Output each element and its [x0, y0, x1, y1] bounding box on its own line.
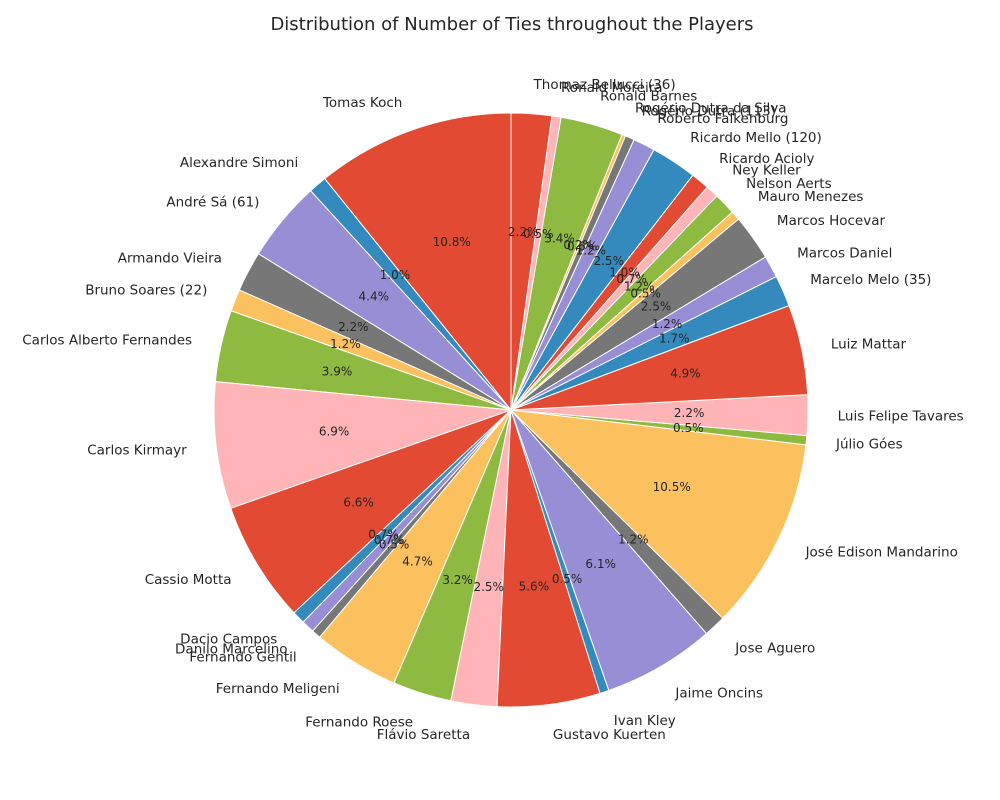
slice-percent-label: 3.4% — [544, 232, 575, 246]
slice-percent-label: 2.5% — [473, 580, 504, 594]
pie-slice — [213, 381, 512, 509]
slice-label: Fernando Roese — [305, 715, 413, 731]
slice-label: Thomaz Bellucci (36) — [533, 77, 676, 93]
slices-group — [213, 112, 809, 708]
slice-label: Júlio Góes — [835, 436, 903, 452]
slice-percent-label: 4.9% — [670, 367, 701, 381]
slice-percent-label: 5.6% — [519, 580, 550, 594]
slice-percent-label: 2.2% — [338, 320, 369, 334]
slice-percent-label: 6.9% — [319, 424, 350, 438]
slice-label: Ronald Moreira — [561, 80, 663, 96]
slice-percent-label: 2.5% — [593, 254, 624, 268]
slice-percent-label: 3.2% — [442, 573, 473, 587]
pie-slice — [509, 409, 807, 619]
chart-title: Distribution of Number of Ties throughou… — [270, 14, 753, 35]
slice-label: Ricardo Mello (120) — [690, 130, 822, 146]
slice-label: Ronald Barnes — [600, 89, 697, 105]
slice-percent-label: 3.9% — [322, 364, 353, 378]
slice-label: Luis Felipe Tavares — [838, 409, 964, 425]
slice-label: Dacio Campos — [180, 631, 277, 647]
slice-percent-label: 0.5% — [552, 572, 583, 586]
slice-percent-label: 0.7% — [374, 533, 405, 547]
labels-group: Tomas Koch Alexandre Simoni André Sá (61) A… — [22, 77, 963, 743]
slice-label: Tomas Koch — [322, 95, 402, 111]
slice-percent-label: 10.5% — [653, 480, 691, 494]
slice-label: Armando Vieira — [118, 251, 222, 267]
slice-label: Ricardo Acioly — [719, 151, 814, 167]
slice-label: Danilo Marcelino — [175, 641, 288, 657]
slice-percent-label: 0.7% — [616, 272, 647, 286]
slice-percent-label: 0.5% — [567, 240, 598, 254]
slice-label: Roberto Falkenburg — [657, 111, 788, 127]
slice-label: Ney Keller — [732, 163, 801, 179]
slice-label: Rogério Dutra da Silva — [635, 101, 787, 117]
slice-percent-label: 6.1% — [585, 557, 616, 571]
slice-label: Nelson Aerts — [746, 176, 831, 192]
slice-label: Fernando Gentil — [189, 650, 296, 666]
slice-percent-label: 2.5% — [641, 299, 672, 313]
slice-label: Rogério Dutra (113) — [642, 104, 776, 120]
slice-percent-label: 1.2% — [652, 317, 683, 331]
slice-percent-label: 1.2% — [576, 244, 607, 258]
slice-label: André Sá (61) — [166, 195, 259, 211]
slice-percent-label: 4.7% — [402, 555, 433, 569]
slice-label: José Edison Mandarino — [805, 544, 958, 560]
slice-label: Carlos Alberto Fernandes — [22, 332, 192, 348]
slice-percent-label: 2.2% — [508, 225, 539, 239]
slice-percent-label: 4.4% — [359, 289, 390, 303]
slice-percent-label: 1.0% — [380, 268, 411, 282]
slice-percent-label: 1.0% — [609, 266, 640, 280]
slice-percent-label: 1.2% — [624, 279, 655, 293]
slice-label: Jaime Oncins — [674, 685, 763, 701]
slice-label: Jose Aguero — [734, 641, 815, 657]
slice-label: Fernando Meligeni — [216, 681, 340, 697]
slice-label: Mauro Menezes — [758, 189, 864, 205]
pct-labels-group: 10.8%1.0%4.4%2.2%1.2%3.9%6.9%6.6%0.7%0.7… — [319, 225, 705, 594]
pie-slice — [230, 409, 512, 614]
slice-label: Alexandre Simoni — [180, 155, 298, 171]
slice-percent-label: 1.2% — [618, 533, 649, 547]
slice-percent-label: 6.6% — [343, 495, 374, 509]
slice-label: Marcos Hocevar — [777, 213, 886, 229]
slice-label: Luiz Mattar — [831, 336, 907, 352]
slice-percent-label: 10.8% — [433, 235, 471, 249]
slice-label: Flávio Saretta — [377, 727, 470, 743]
slice-label: Cassio Motta — [145, 572, 232, 588]
slice-label: Marcos Daniel — [797, 245, 892, 261]
slice-percent-label: 0.5% — [630, 286, 661, 300]
pie-slice — [510, 112, 553, 411]
slice-percent-label: 1.2% — [330, 337, 361, 351]
slice-percent-label: 2.2% — [674, 406, 705, 420]
slice-label: Ivan Kley — [614, 713, 676, 729]
slice-percent-label: 0.7% — [368, 528, 399, 542]
slice-label: Bruno Soares (22) — [85, 282, 207, 298]
slice-label: Carlos Kirmayr — [87, 442, 187, 458]
pie-slice — [324, 112, 512, 412]
slice-percent-label: 1.7% — [659, 332, 690, 346]
slice-percent-label: 0.2% — [563, 238, 594, 252]
slice-percent-label: 0.5% — [523, 227, 554, 241]
slice-percent-label: 0.5% — [673, 421, 704, 435]
slice-percent-label: 0.5% — [379, 537, 410, 551]
slice-label: Gustavo Kuerten — [553, 727, 666, 743]
slice-label: Marcelo Melo (35) — [810, 272, 931, 288]
